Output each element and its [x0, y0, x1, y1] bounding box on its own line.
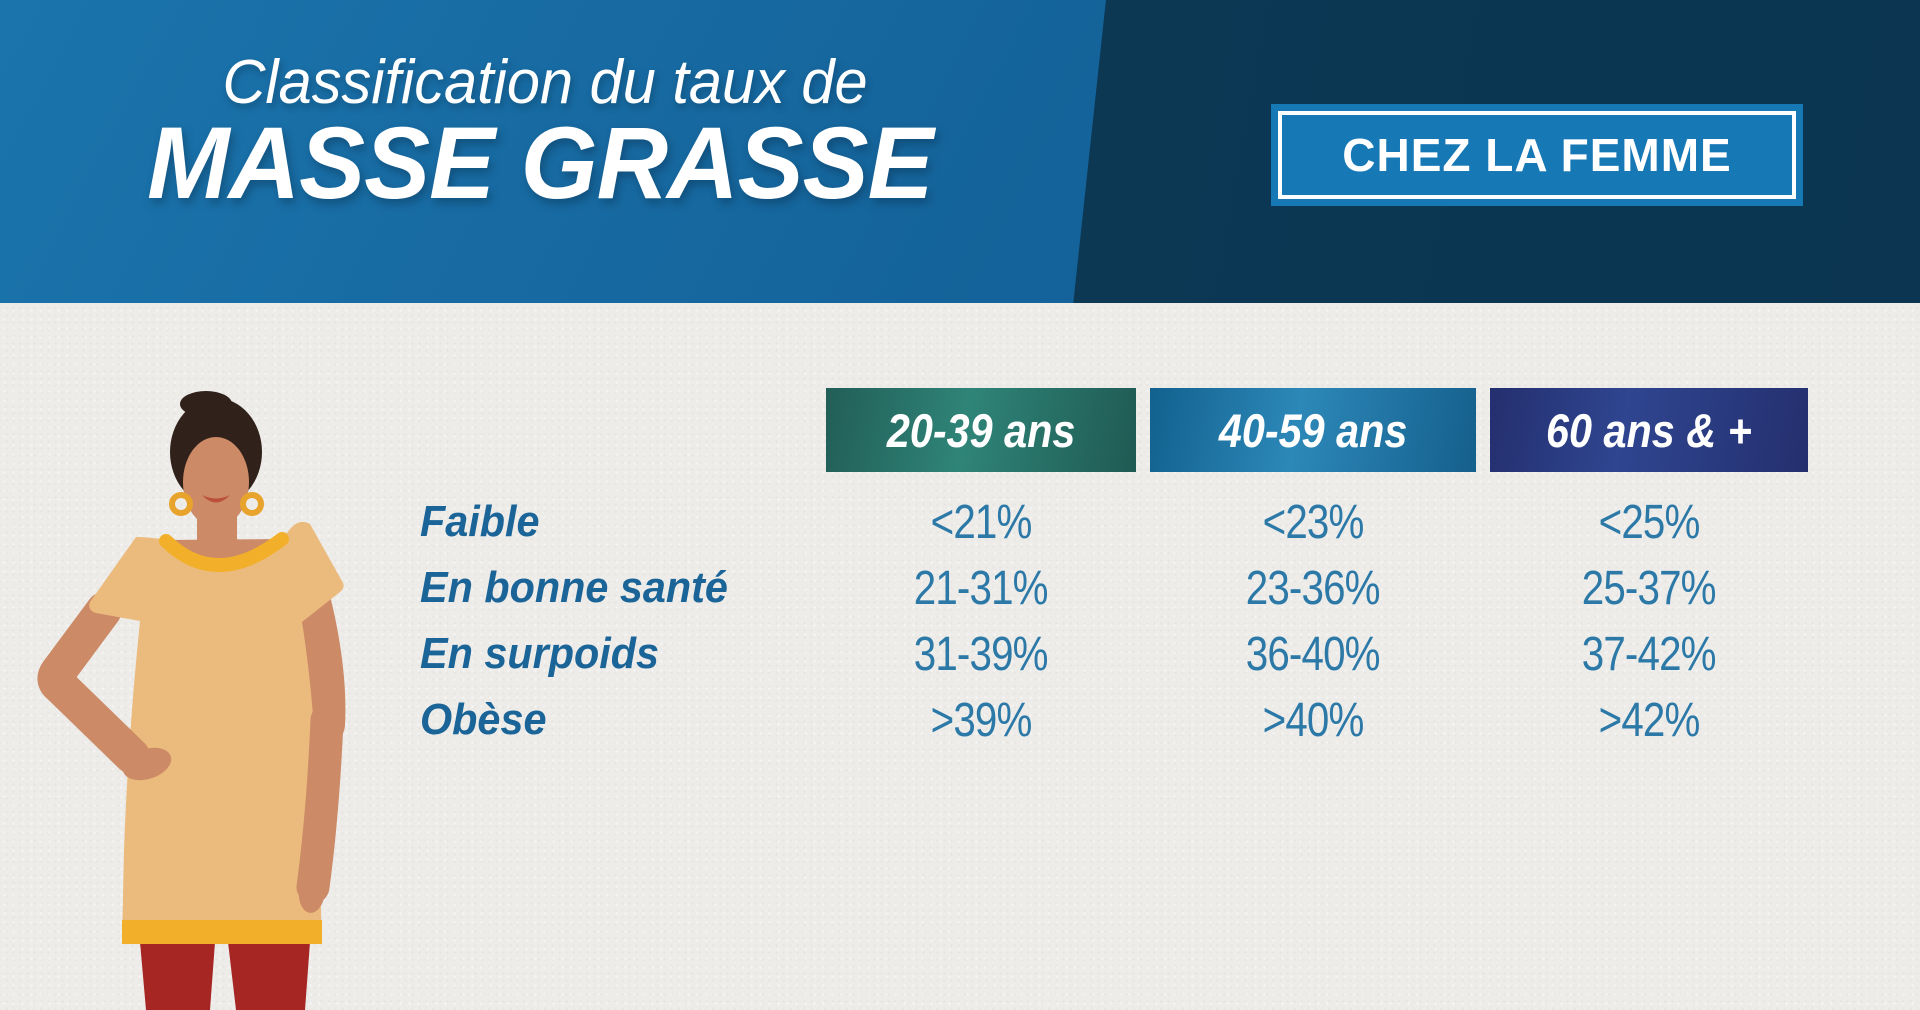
- earring-right-icon: [240, 492, 264, 516]
- table-row-obese: Obèse >39% >40% >42%: [420, 687, 1808, 753]
- woman-arms-lower: [37, 654, 344, 913]
- row-label: En surpoids: [420, 629, 659, 678]
- table-row-en-surpoids: En surpoids 31-39% 36-40% 37-42%: [420, 621, 1808, 687]
- value-cell: 31-39%: [914, 627, 1049, 681]
- value-cell: <25%: [1598, 495, 1701, 549]
- value-cell: >39%: [930, 693, 1033, 747]
- woman-lips: [202, 495, 230, 503]
- bodyfat-table: Faible <21% <23% <25% En bonne santé 21-…: [420, 489, 1808, 753]
- value-cell: 37-42%: [1582, 627, 1717, 681]
- value-cell: 21-31%: [914, 561, 1049, 615]
- row-label: Obèse: [420, 695, 547, 744]
- dress-hem-trim: [122, 920, 322, 944]
- value-cell: 23-36%: [1246, 561, 1381, 615]
- woman-legs: [140, 942, 310, 1010]
- age-column-headers: 20-39 ans 40-59 ans 60 ans & +: [826, 388, 1808, 472]
- table-row-faible: Faible <21% <23% <25%: [420, 489, 1808, 555]
- audience-badge: CHEZ LA FEMME: [1271, 104, 1803, 206]
- table-row-en-bonne-sante: En bonne santé 21-31% 23-36% 25-37%: [420, 555, 1808, 621]
- column-header-40-59: 40-59 ans: [1150, 388, 1476, 472]
- woman-hair-bun: [180, 391, 232, 417]
- page-title-line1: Classification du taux de: [222, 48, 868, 117]
- value-cell: >42%: [1598, 693, 1701, 747]
- value-cell: >40%: [1262, 693, 1365, 747]
- column-header-60-plus: 60 ans & +: [1490, 388, 1808, 472]
- value-cell: 25-37%: [1582, 561, 1717, 615]
- woman-head: [169, 391, 264, 527]
- dress-collar-trim: [159, 532, 289, 572]
- value-cell: <23%: [1262, 495, 1365, 549]
- woman-hand-right: [298, 871, 326, 913]
- row-label: En bonne santé: [420, 563, 728, 612]
- page-title-line2: MASSE GRASSE: [147, 106, 934, 220]
- value-cell: 36-40%: [1246, 627, 1381, 681]
- audience-badge-label: CHEZ LA FEMME: [1342, 129, 1732, 181]
- value-cell: <21%: [930, 495, 1033, 549]
- header-band: Classification du taux de MASSE GRASSE C…: [0, 0, 1920, 303]
- woman-illustration: [37, 391, 346, 1010]
- column-header-20-39: 20-39 ans: [826, 388, 1136, 472]
- woman-hand-left: [122, 747, 172, 781]
- row-label: Faible: [420, 497, 540, 546]
- earring-left-icon: [169, 492, 193, 516]
- woman-face: [183, 437, 249, 527]
- woman-dress: [89, 521, 344, 944]
